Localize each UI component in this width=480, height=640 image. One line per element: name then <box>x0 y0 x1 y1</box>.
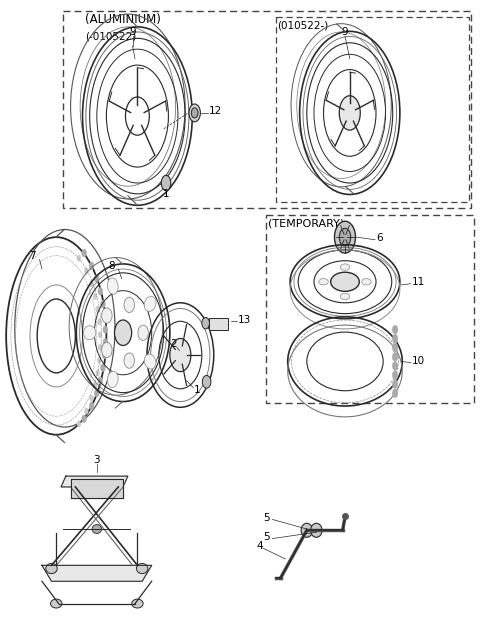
Ellipse shape <box>115 320 132 346</box>
Ellipse shape <box>90 395 94 401</box>
Text: 13: 13 <box>238 315 252 325</box>
Text: (ALUMINIUM): (ALUMINIUM) <box>85 13 161 26</box>
Ellipse shape <box>98 377 103 385</box>
Ellipse shape <box>97 319 101 325</box>
Text: 9: 9 <box>129 27 136 37</box>
Ellipse shape <box>202 376 211 388</box>
Ellipse shape <box>340 264 350 270</box>
Ellipse shape <box>89 402 94 410</box>
Ellipse shape <box>98 344 102 351</box>
Ellipse shape <box>392 334 398 343</box>
Ellipse shape <box>103 326 108 333</box>
Ellipse shape <box>108 371 118 388</box>
Ellipse shape <box>82 415 86 422</box>
Ellipse shape <box>95 275 99 282</box>
Ellipse shape <box>392 371 398 380</box>
Ellipse shape <box>77 255 81 261</box>
Text: 1: 1 <box>194 385 200 395</box>
Text: 5: 5 <box>263 513 270 522</box>
Ellipse shape <box>319 278 328 285</box>
Text: (010522-): (010522-) <box>277 20 328 31</box>
Text: 9: 9 <box>342 27 348 37</box>
Bar <box>266 215 474 403</box>
Text: 4: 4 <box>257 541 264 551</box>
Ellipse shape <box>301 524 312 538</box>
Ellipse shape <box>95 390 99 397</box>
Ellipse shape <box>100 364 105 372</box>
Ellipse shape <box>170 339 191 372</box>
Ellipse shape <box>335 221 356 253</box>
Ellipse shape <box>132 599 143 608</box>
Ellipse shape <box>124 353 134 368</box>
Ellipse shape <box>89 262 94 269</box>
Text: 3: 3 <box>94 455 100 465</box>
Ellipse shape <box>392 389 398 397</box>
Ellipse shape <box>77 420 81 427</box>
Ellipse shape <box>144 354 156 369</box>
Polygon shape <box>61 476 128 487</box>
Text: 1: 1 <box>163 189 169 199</box>
Text: 5: 5 <box>263 532 270 541</box>
Bar <box>209 318 228 330</box>
Ellipse shape <box>340 293 350 300</box>
Ellipse shape <box>84 408 88 414</box>
Ellipse shape <box>84 326 96 340</box>
Ellipse shape <box>50 599 62 608</box>
Ellipse shape <box>102 313 107 321</box>
Ellipse shape <box>103 339 108 346</box>
Text: 8: 8 <box>108 261 114 271</box>
Polygon shape <box>71 479 123 499</box>
Ellipse shape <box>392 343 398 352</box>
Ellipse shape <box>82 249 86 257</box>
Ellipse shape <box>331 272 360 291</box>
Ellipse shape <box>189 104 200 122</box>
Text: 6: 6 <box>376 234 383 243</box>
Ellipse shape <box>392 362 398 371</box>
Ellipse shape <box>102 308 112 323</box>
Ellipse shape <box>93 293 97 300</box>
Ellipse shape <box>311 524 322 538</box>
Ellipse shape <box>100 300 105 308</box>
Ellipse shape <box>84 268 88 274</box>
Ellipse shape <box>144 296 156 312</box>
Ellipse shape <box>161 175 171 191</box>
Ellipse shape <box>339 96 360 130</box>
Ellipse shape <box>102 342 112 358</box>
Ellipse shape <box>102 351 107 359</box>
Ellipse shape <box>392 353 398 362</box>
Ellipse shape <box>392 325 398 334</box>
Polygon shape <box>42 565 152 581</box>
Ellipse shape <box>97 357 101 364</box>
Ellipse shape <box>46 563 57 573</box>
Ellipse shape <box>202 317 209 329</box>
Ellipse shape <box>392 380 398 388</box>
Ellipse shape <box>93 383 97 389</box>
Ellipse shape <box>92 525 102 534</box>
Text: 2: 2 <box>170 339 177 349</box>
Ellipse shape <box>339 228 351 246</box>
Ellipse shape <box>138 325 148 340</box>
Ellipse shape <box>124 297 134 312</box>
Text: 12: 12 <box>209 106 222 116</box>
Ellipse shape <box>96 306 99 312</box>
Text: 10: 10 <box>412 356 425 367</box>
Ellipse shape <box>136 563 148 573</box>
Text: 11: 11 <box>412 276 425 287</box>
Ellipse shape <box>96 370 99 376</box>
Bar <box>63 11 471 209</box>
Text: 7: 7 <box>29 252 36 261</box>
Ellipse shape <box>362 278 371 285</box>
Ellipse shape <box>108 278 118 294</box>
Bar <box>276 17 469 202</box>
Text: (TEMPORARY): (TEMPORARY) <box>268 218 344 228</box>
Ellipse shape <box>192 108 198 118</box>
Ellipse shape <box>90 280 94 287</box>
Ellipse shape <box>98 287 103 295</box>
Ellipse shape <box>98 332 102 338</box>
Text: (-010522): (-010522) <box>85 31 136 42</box>
